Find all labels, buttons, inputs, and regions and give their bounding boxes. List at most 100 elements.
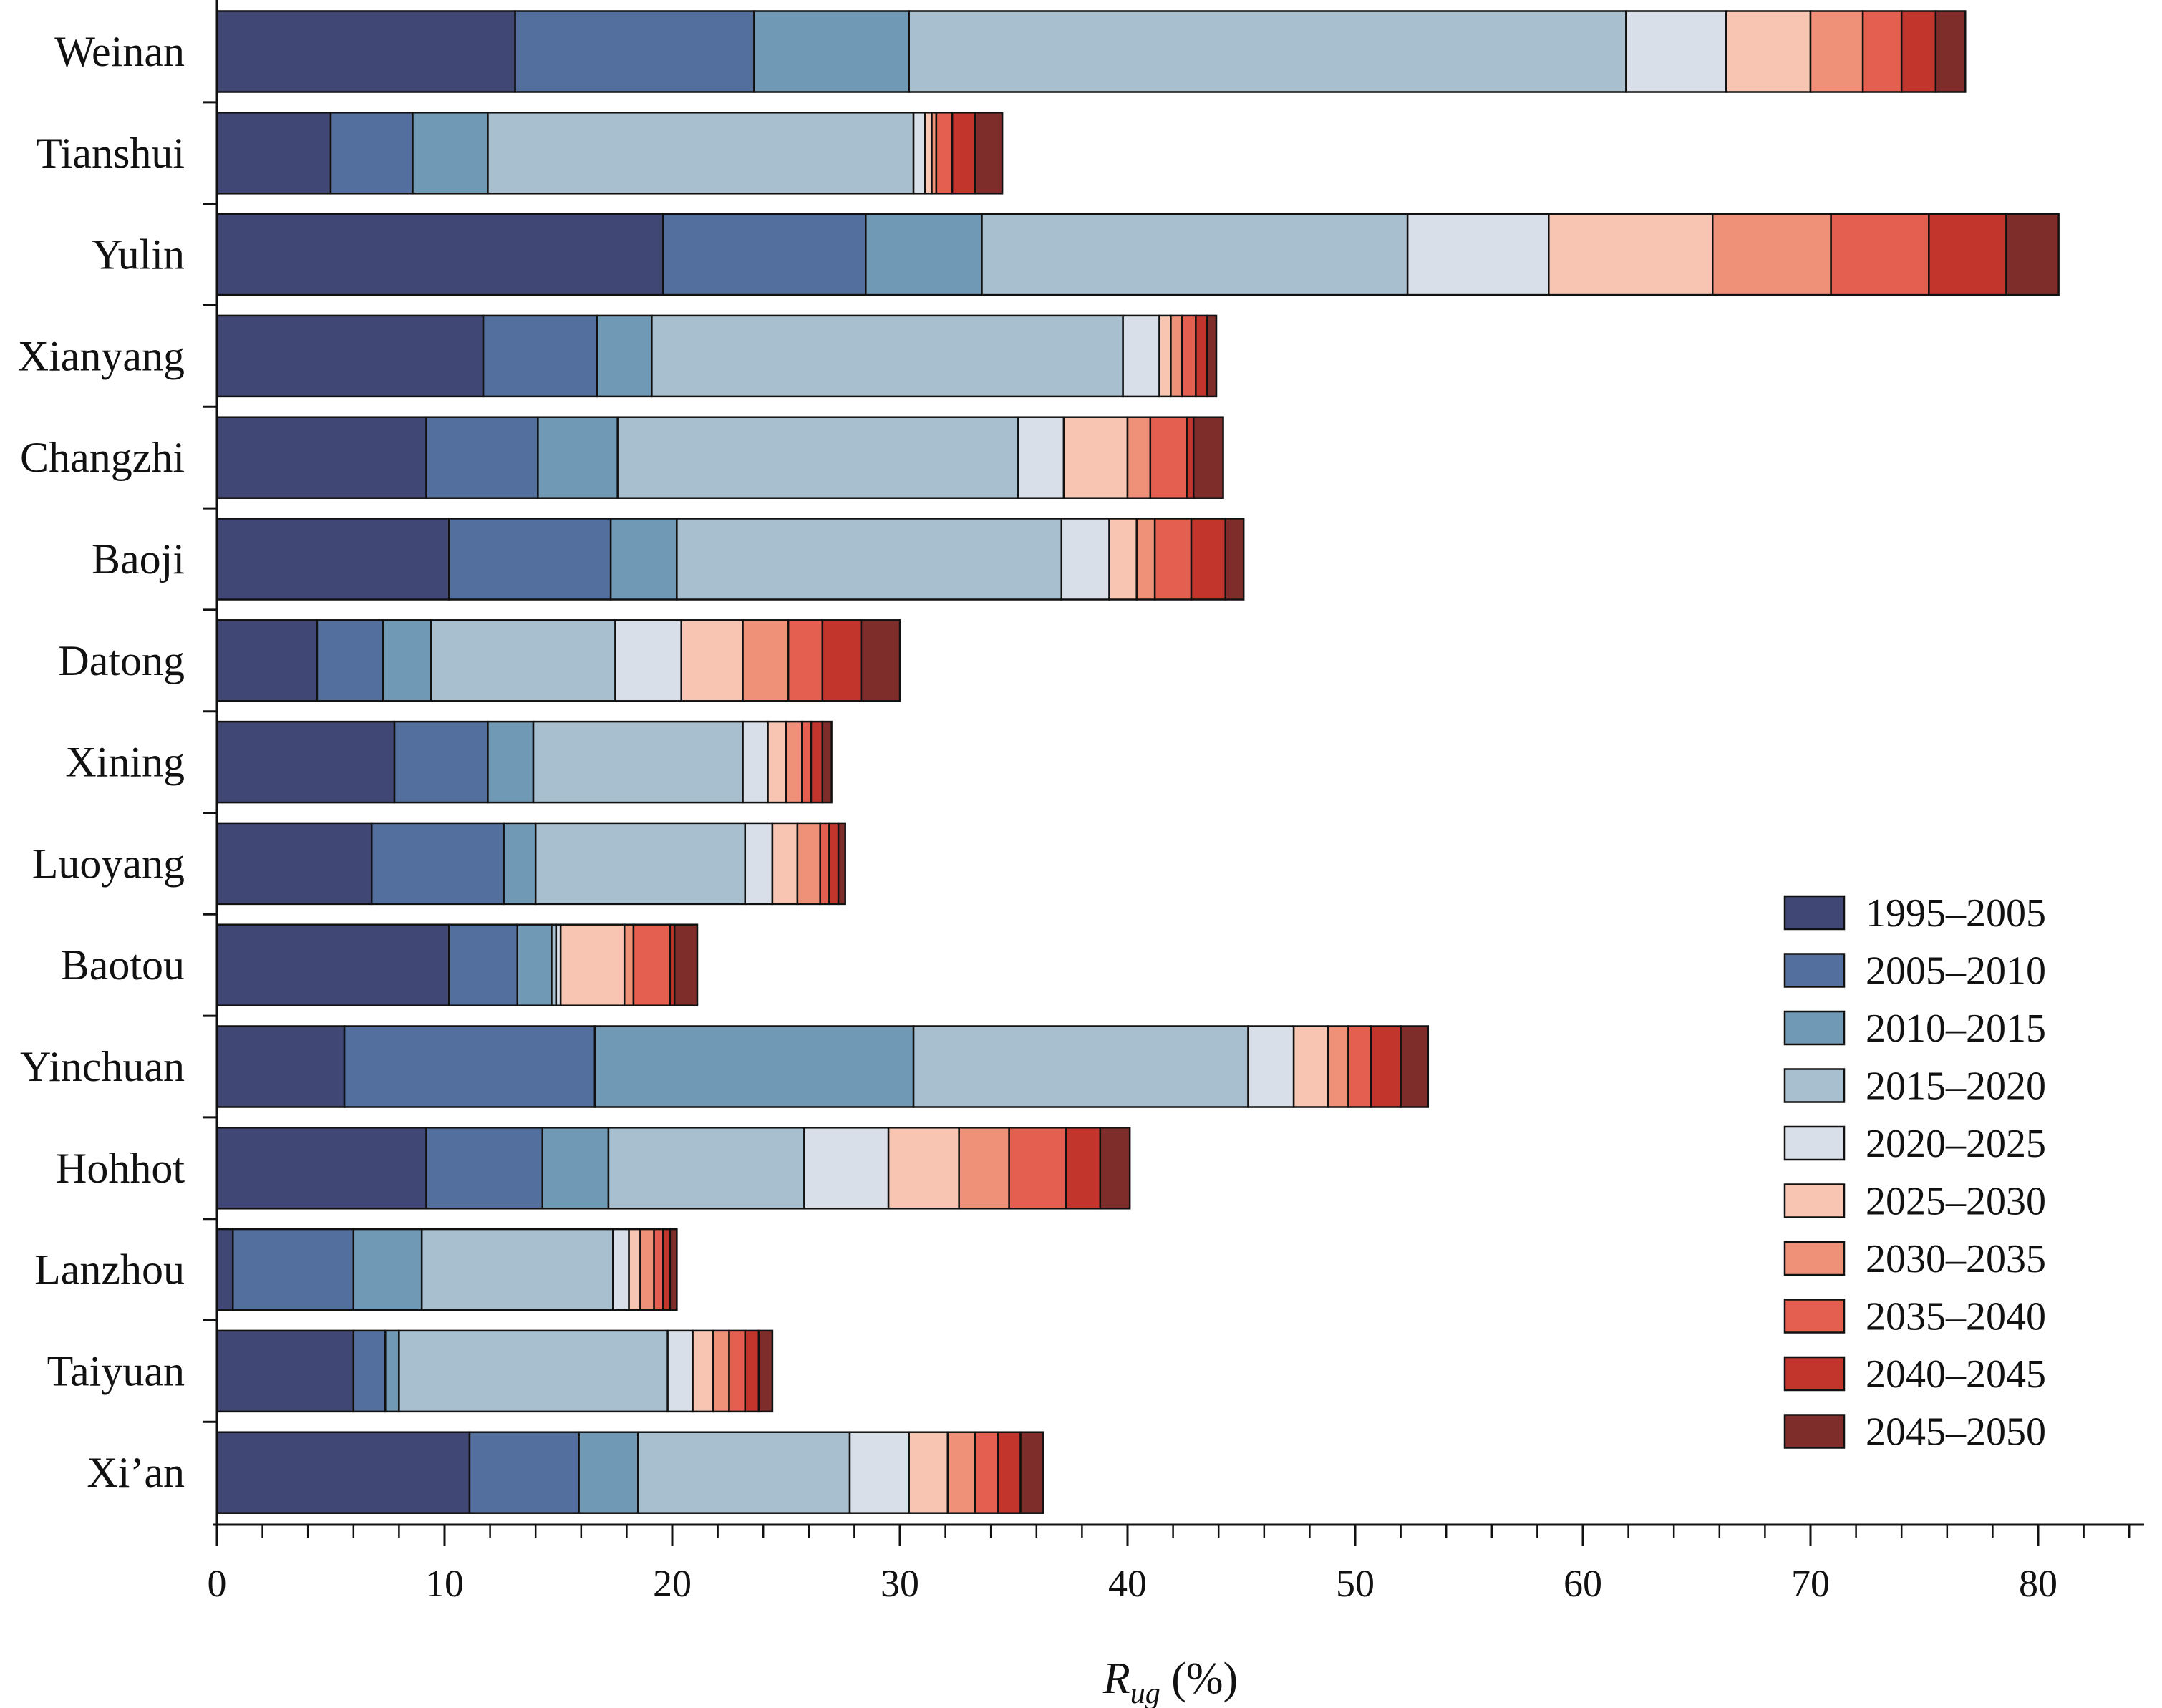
bar-segment-tianshui-1 [329,112,414,195]
bar-segment-yinchuan-7 [1347,1025,1372,1108]
bar-segment-xining-7 [801,720,813,804]
category-label: Luoyang [32,840,185,887]
bar-segment-baoji-8 [1190,518,1226,601]
bar-segment-yulin-9 [2005,213,2060,296]
category-label: Yinchuan [20,1043,185,1090]
bar-segment-baoji-3 [676,518,1063,601]
legend-label: 2045–2050 [1866,1410,2046,1455]
legend-label: 2035–2040 [1866,1295,2046,1339]
bar-segment-baoji-0 [215,518,450,601]
bar-segment-baoji-4 [1060,518,1110,601]
legend-label: 2040–2045 [1866,1352,2046,1397]
legend-label: 2025–2030 [1866,1180,2046,1224]
bar-segment-taiyuan-6 [712,1329,730,1413]
bar-segment-datong-6 [742,619,790,702]
legend-swatch [1783,1068,1846,1103]
legend-swatch [1783,1183,1846,1218]
bar-segment-luoyang-5 [771,822,799,906]
bar-segment-changzhi-7 [1149,416,1188,499]
bar-segment-lanzhou-3 [420,1228,614,1311]
bar-segment-xianyang-7 [1181,314,1197,398]
legend-label: 2005–2010 [1866,949,2046,994]
x-tick-label: 30 [881,1562,919,1605]
bar-segment-changzhi-2 [537,416,619,499]
bar-segment-lanzhou-4 [612,1228,630,1311]
x-tick-label: 20 [653,1562,692,1605]
bar-segment-luoyang-7 [819,822,830,906]
bar-segment-baotou-1 [448,923,519,1006]
x-tick-label: 40 [1108,1562,1147,1605]
bar-segment-datong-7 [787,619,824,702]
x-tick-label: 10 [425,1562,464,1605]
category-label: Xining [65,739,185,786]
bar-segment-yulin-1 [662,213,867,296]
bar-segment-xianyang-3 [651,314,1124,398]
bar-segment-weinan-7 [1861,10,1903,93]
legend-swatch [1783,1299,1846,1334]
axes-layer [203,0,2144,1546]
bar-segment-hohhot-5 [887,1127,960,1210]
bar-segment-tianshui-3 [487,112,915,195]
bar-segment-baoji-6 [1135,518,1156,601]
bar-segment-changzhi-3 [616,416,1019,499]
bar-segment-xining-6 [785,720,803,804]
bar-segment-lanzhou-9 [669,1228,678,1311]
legend-swatch [1783,1414,1846,1449]
labels-layer: Weinan Tianshui Yulin Xianyang Changzhi Baoji… [18,28,2057,1708]
bar-segment-taiyuan-8 [744,1329,760,1413]
legend-swatch [1783,1356,1846,1392]
bar-segment-yinchuan-0 [215,1025,346,1108]
bar-segment-baoji-5 [1108,518,1138,601]
bar-segment-yinchuan-8 [1370,1025,1402,1108]
bar-segment-datong-8 [821,619,863,702]
bar-segment-xian-5 [908,1431,949,1514]
category-label: Yulin [92,231,185,278]
category-label: Baoji [92,535,185,583]
category-label: Tianshui [36,130,185,177]
bar-segment-hohhot-4 [803,1127,890,1210]
x-axis-title: Rug (%) [1102,1654,1238,1708]
legend-swatch [1783,895,1846,931]
legend-label: 2015–2020 [1866,1064,2046,1109]
bar-segment-hohhot-1 [425,1127,543,1210]
category-label: Xi’an [87,1449,185,1496]
x-tick-label: 70 [1791,1562,1830,1605]
bar-segment-hohhot-0 [215,1127,427,1210]
bar-segment-tianshui-4 [912,112,926,195]
legend-label: 2030–2035 [1866,1237,2046,1281]
bar-segment-hohhot-2 [541,1127,610,1210]
bar-segment-changzhi-8 [1186,416,1195,499]
x-tick-label: 50 [1336,1562,1375,1605]
bar-segment-taiyuan-2 [384,1329,400,1413]
legend-swatch [1783,1010,1846,1046]
legend-label: 2020–2025 [1866,1122,2046,1166]
x-tick-label: 80 [2019,1562,2057,1605]
bar-segment-yulin-6 [1712,213,1832,296]
bar-segment-lanzhou-0 [215,1228,234,1311]
bar-segment-weinan-1 [514,10,755,93]
bar-segment-lanzhou-8 [662,1228,672,1311]
bar-segment-changzhi-0 [215,416,427,499]
bar-segment-baotou-0 [215,923,450,1006]
bar-segment-datong-4 [614,619,682,702]
bar-segment-yinchuan-4 [1247,1025,1295,1108]
bar-segment-tianshui-0 [215,112,332,195]
category-label: Weinan [54,28,185,75]
category-label: Taiyuan [47,1347,185,1394]
legend-swatch [1783,1125,1846,1161]
bar-segment-hohhot-9 [1099,1127,1131,1210]
bar-segment-changzhi-5 [1062,416,1129,499]
bar-segment-datong-3 [430,619,616,702]
bar-segment-yulin-5 [1548,213,1714,296]
bar-segment-baotou-5 [559,923,626,1006]
bar-segment-hohhot-7 [1008,1127,1067,1210]
legend-label: 2010–2015 [1866,1006,2046,1051]
bar-segment-weinan-9 [1934,10,1967,93]
bar-segment-datong-1 [316,619,384,702]
bar-segment-weinan-6 [1809,10,1864,93]
bar-segment-xian-4 [848,1431,910,1514]
bar-segment-tianshui-7 [935,112,954,195]
bars-layer [215,10,2060,1514]
